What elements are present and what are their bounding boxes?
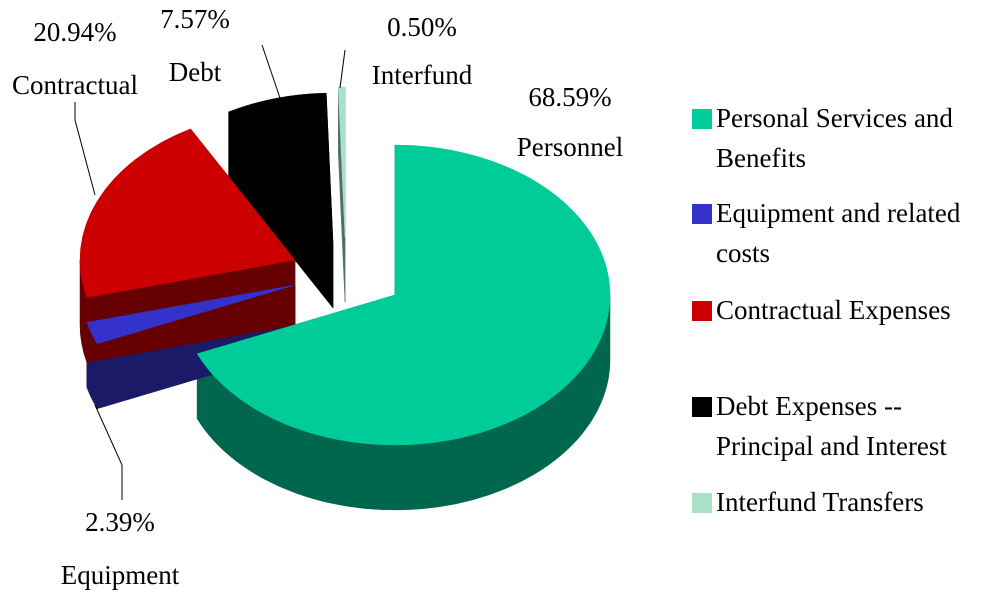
slice: [337, 86, 346, 238]
slice: [228, 92, 334, 244]
legend-swatch: [692, 301, 712, 321]
legend-label: Contractual Expenses: [716, 295, 951, 325]
slice-top: [196, 144, 611, 446]
legend-item: Contractual Expenses: [692, 290, 982, 330]
legend-item: Interfund Transfers: [692, 482, 982, 522]
slice-top: [228, 92, 334, 244]
legend-label: Interfund Transfers: [716, 487, 924, 517]
data-label-value: 20.94%: [33, 17, 116, 47]
legend-label: Equipment and related costs: [716, 198, 961, 268]
slice-top: [86, 284, 296, 345]
slice: [196, 144, 611, 446]
legend-swatch: [692, 397, 712, 417]
data-label-name: Contractual: [12, 70, 138, 100]
data-label-value: 0.50%: [387, 12, 457, 42]
slice: [86, 284, 296, 345]
legend-swatch: [692, 493, 712, 513]
legend-item: Debt Expenses -- Principal and Interest: [692, 386, 982, 466]
data-label-name: Interfund: [372, 60, 473, 90]
legend-item: Equipment and related costs: [692, 193, 982, 273]
legend-swatch: [692, 204, 712, 224]
data-label-value: 2.39%: [85, 507, 155, 537]
data-label-name: Equipment: [61, 560, 180, 590]
legend-item: Personal Services and Benefits: [692, 98, 982, 178]
leader-line: [339, 49, 346, 89]
data-label-value: 7.57%: [160, 4, 230, 34]
data-label-value: 68.59%: [528, 82, 611, 112]
leader-line: [94, 404, 123, 500]
slice-top: [337, 86, 346, 238]
slice: [79, 128, 296, 298]
leader-line: [74, 102, 96, 196]
slice-top: [79, 128, 296, 298]
legend-swatch: [692, 109, 712, 129]
leader-line: [261, 44, 281, 99]
data-label-name: Personnel: [517, 132, 623, 162]
legend-label: Personal Services and Benefits: [716, 103, 953, 173]
pie-tops: [79, 86, 611, 446]
legend-label: Debt Expenses -- Principal and Interest: [716, 391, 947, 461]
data-label-name: Debt: [169, 57, 222, 87]
